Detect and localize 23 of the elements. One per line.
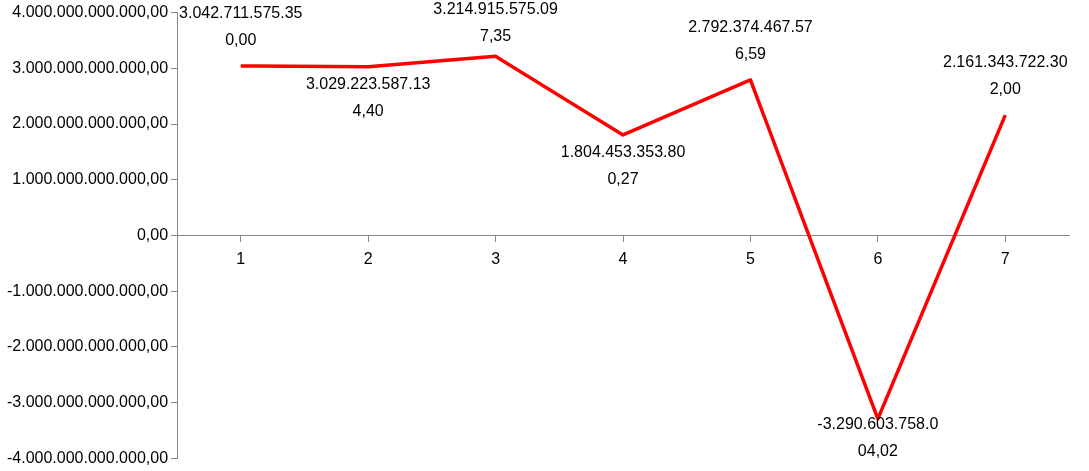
data-label: 2.792.374.467.576,59 [688,18,813,63]
data-label: 3.042.711.575.350,00 [179,4,303,49]
data-label: 2.161.343.722.302,00 [943,53,1068,98]
x-tick-label: 2 [363,249,373,267]
x-tick-label: 4 [618,249,628,267]
y-tick-label: 4.000.000.000.000,00 [12,3,169,21]
x-tick-label: 6 [873,249,883,267]
x-tick-label: 7 [1000,249,1010,267]
y-tick-label: 3.000.000.000.000,00 [12,58,169,76]
x-tick-label: 5 [745,249,755,267]
y-tick-label: -3.000.000.000.000,00 [7,393,169,411]
data-label: -3.290.603.758.004,02 [817,415,939,460]
data-label: 3.214.915.575.097,35 [433,0,558,45]
data-label: 3.029.223.587.134,40 [305,75,431,120]
x-tick-label: 3 [491,249,501,267]
data-label: 1.804.453.353.800,27 [560,143,686,188]
y-tick-label: 1.000.000.000.000,00 [12,170,169,188]
x-tick-label: 1 [236,249,246,267]
y-tick-label: 2.000.000.000.000,00 [12,114,169,132]
y-tick-label: 0,00 [136,225,169,243]
y-tick-label: -4.000.000.000.000,00 [7,448,169,466]
y-tick-label: -1.000.000.000.000,00 [7,281,169,299]
y-tick-label: -2.000.000.000.000,00 [7,337,169,355]
